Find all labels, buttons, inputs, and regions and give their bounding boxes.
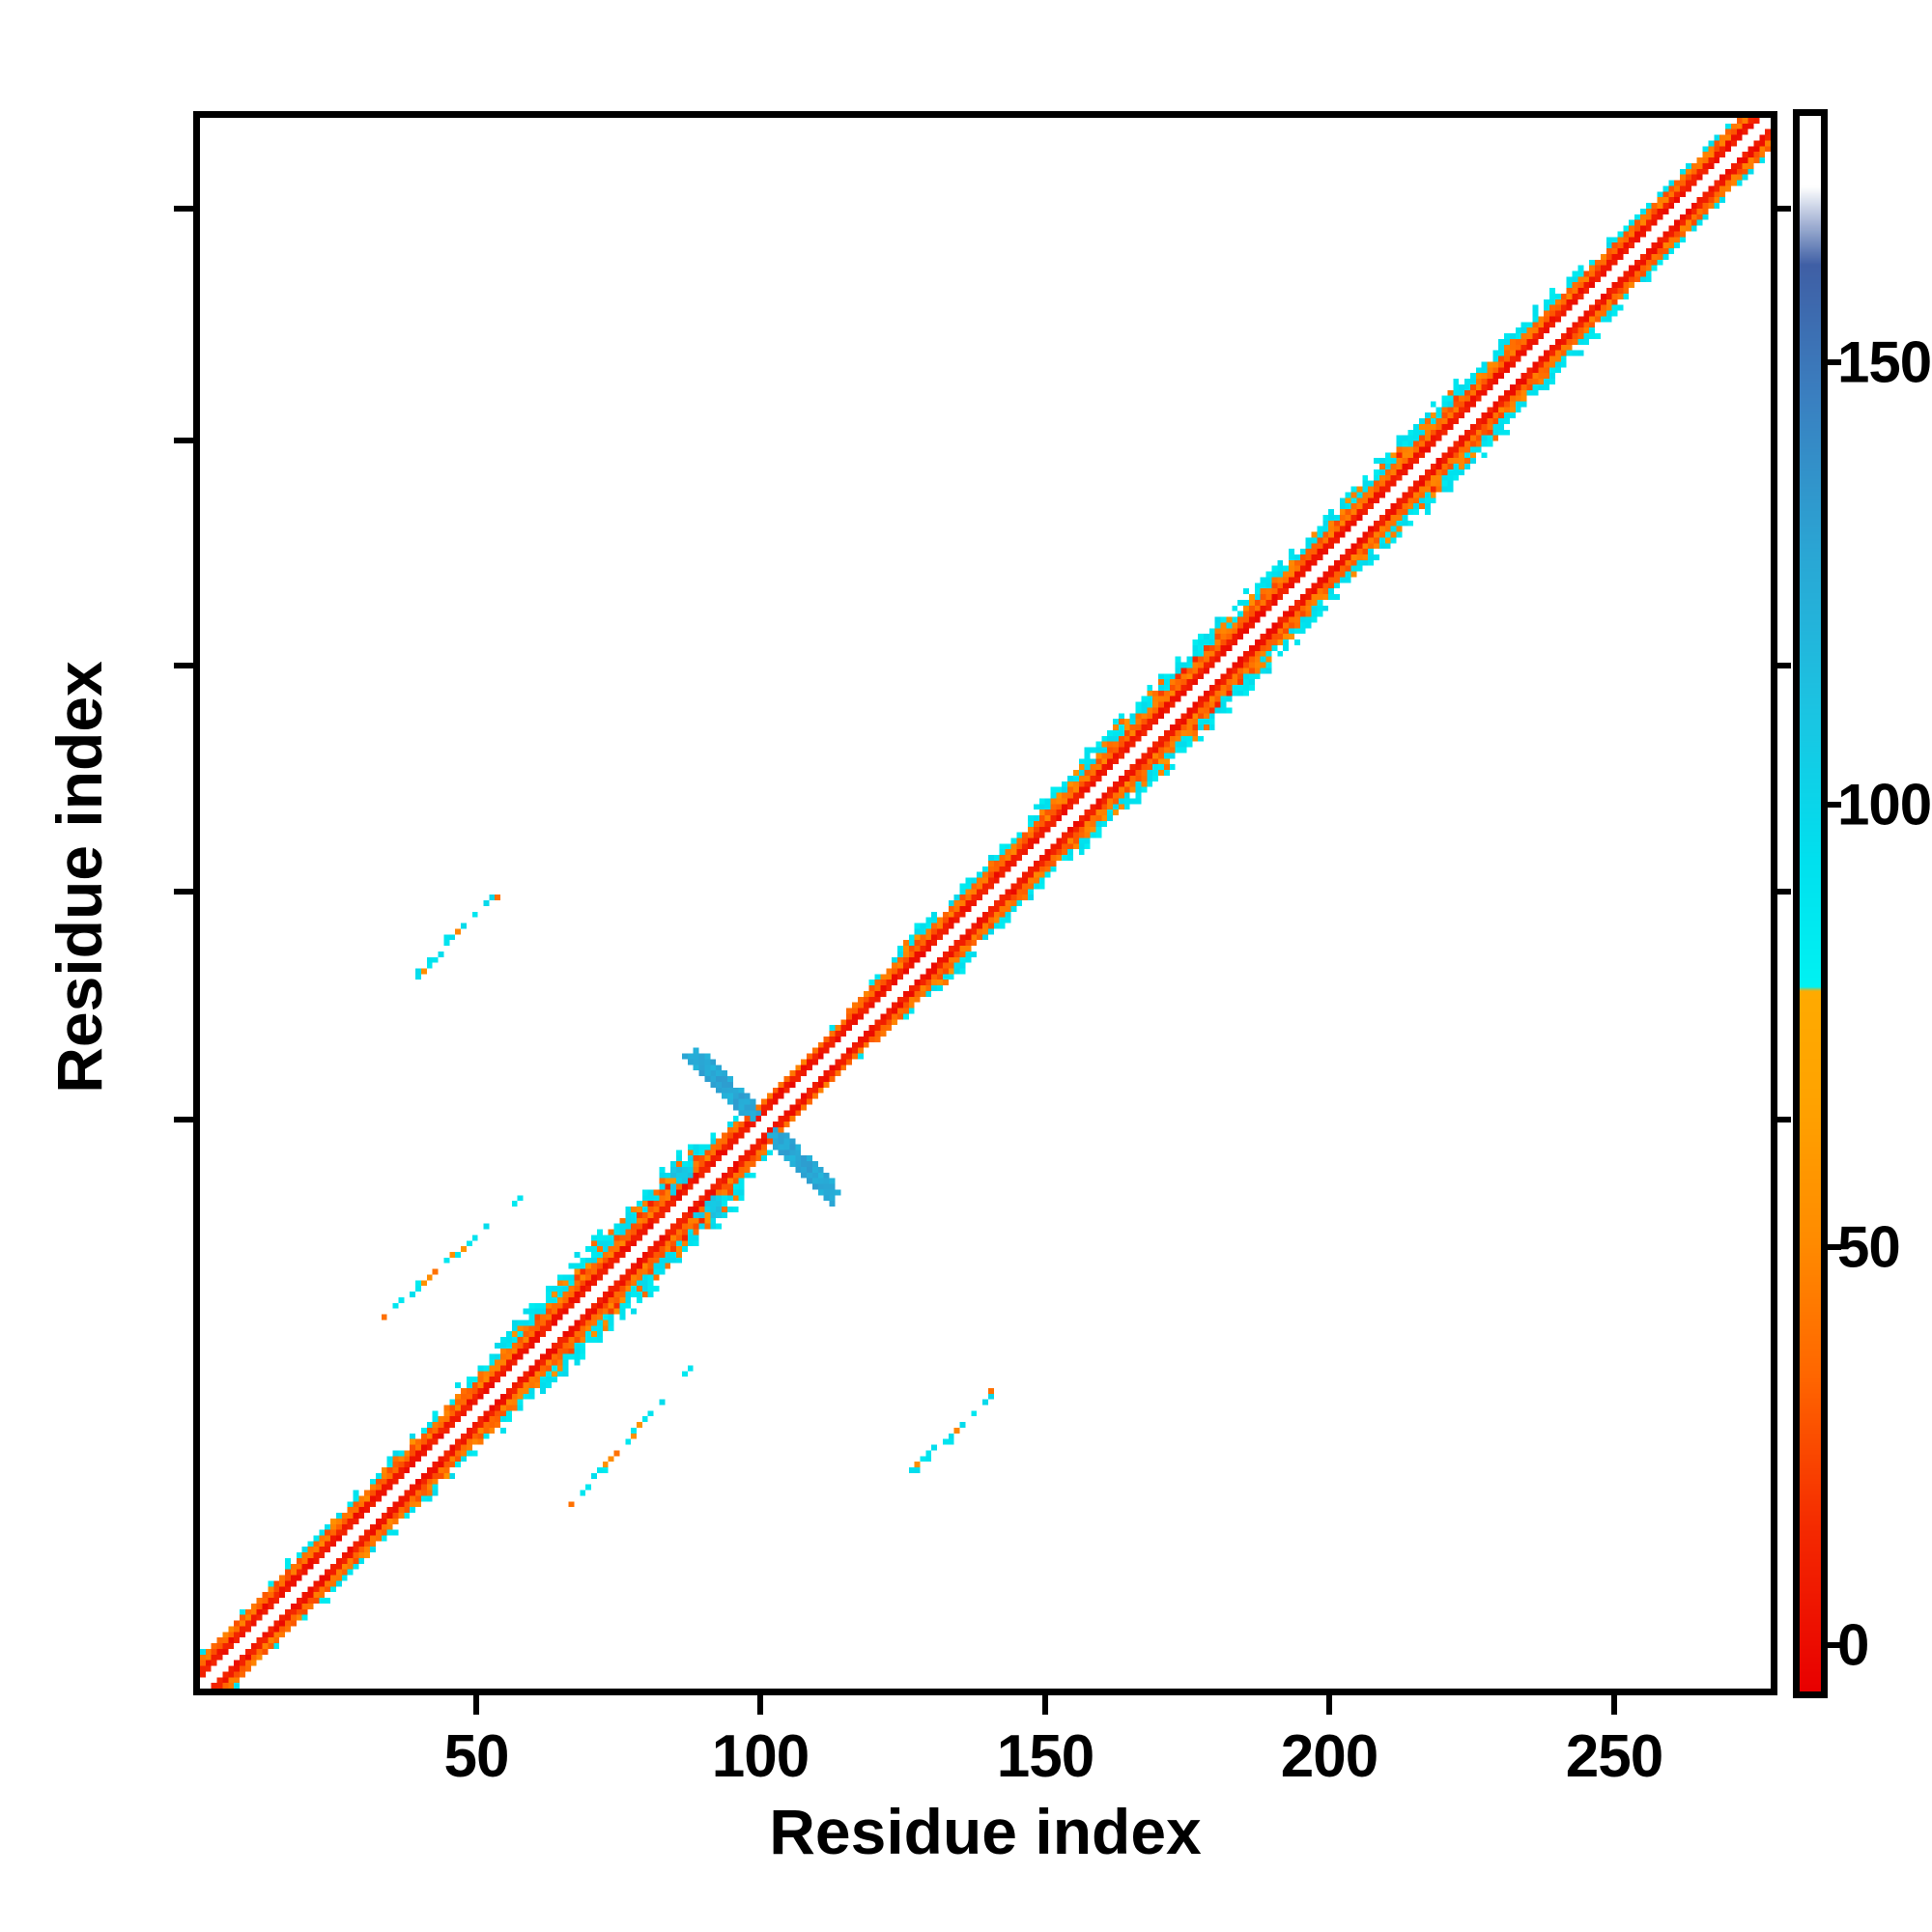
x-tick-150 (1042, 1695, 1048, 1715)
colorbar-label-100: 100 (1837, 772, 1932, 838)
y-tick-200 (174, 438, 193, 443)
y-tick-250 (174, 206, 193, 212)
right-axis-tick-50 (1777, 1117, 1791, 1122)
y-tick-150 (174, 663, 193, 668)
x-ticklabel-250: 250 (1565, 1723, 1663, 1790)
x-axis-title: Residue index (769, 1796, 1202, 1867)
x-tick-50 (473, 1695, 479, 1715)
x-ticklabel-150: 150 (996, 1723, 1094, 1790)
colorbar-tick-100 (1826, 802, 1841, 808)
colorbar-label-150: 150 (1837, 329, 1932, 395)
y-tick-50 (174, 1117, 193, 1122)
x-ticklabel-50: 50 (443, 1723, 510, 1790)
colorbar-label-0: 0 (1837, 1612, 1869, 1678)
x-ticklabel-200: 200 (1280, 1723, 1378, 1790)
x-tick-200 (1326, 1695, 1332, 1715)
right-axis-tick-100 (1777, 889, 1791, 895)
y-axis-title: Residue index (43, 661, 115, 1094)
x-tick-250 (1611, 1695, 1617, 1715)
x-tick-100 (757, 1695, 763, 1715)
right-axis-tick-250 (1777, 206, 1791, 212)
y-tick-100 (174, 889, 193, 895)
right-axis-tick-150 (1777, 663, 1791, 668)
x-ticklabel-100: 100 (711, 1723, 810, 1790)
colorbar-tick-50 (1826, 1244, 1841, 1250)
contact-map-heatmap (200, 118, 1771, 1689)
colorbar-gradient (1800, 116, 1821, 1691)
colorbar-tick-0 (1826, 1642, 1841, 1648)
colorbar-label-50: 50 (1837, 1214, 1901, 1280)
colorbar-tick-150 (1826, 359, 1841, 365)
